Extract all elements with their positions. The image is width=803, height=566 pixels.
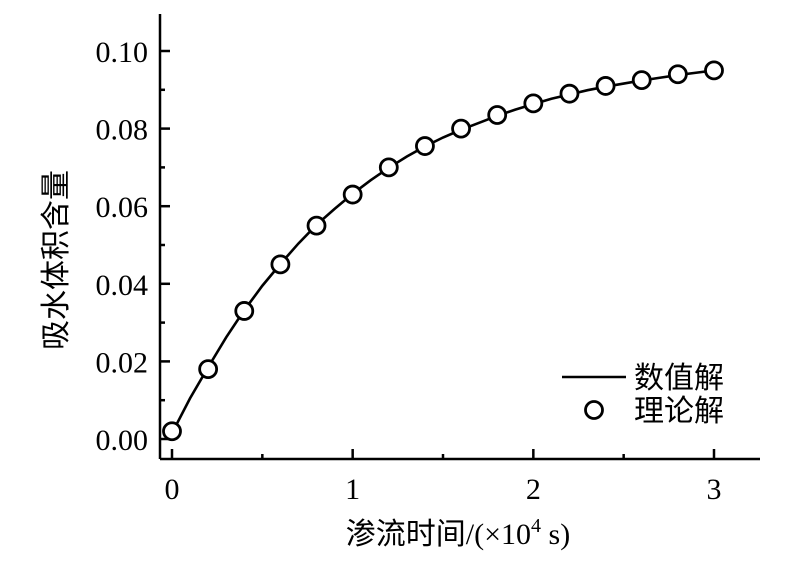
y-tick-label: 0.08 [96,114,149,147]
theoretical-solution-point [487,105,508,125]
theoretical-solution-point [270,254,291,275]
theoretical-solution-point [378,157,399,178]
x-tick-label: 0 [165,473,180,506]
theoretical-solution-point [631,70,652,90]
numerical-solution-line [170,69,715,434]
theoretical-solution-point [198,359,219,380]
x-axis-title-tail: s) [541,518,570,551]
legend-label-numerical: 数值解 [634,362,724,395]
tick-labels: 0.00 0.02 0.04 0.06 0.08 0.10 0 1 2 3 [96,36,722,506]
theoretical-solution-point [162,421,182,442]
theoretical-solution-point [342,184,363,205]
x-tick-label: 3 [707,473,722,506]
legend-marker-swatch [584,400,604,420]
legend-label-theoretical: 理论解 [634,395,724,428]
y-tick-label: 0.10 [96,36,149,69]
theoretical-solution-point [595,76,616,96]
theoretical-solution-point [704,60,724,81]
theoretical-solution-point [667,64,688,85]
x-axis-title-main: 渗流时间/(×10 [346,518,531,551]
axes [158,14,760,461]
theoretical-solution-point [415,136,435,156]
series-layer [162,60,724,442]
theoretical-solution-point [523,93,544,114]
legend: 数值解 理论解 [562,362,724,428]
theoretical-solution-point [451,118,471,139]
theoretical-solution-point [559,83,580,104]
theoretical-solution-point [306,215,327,236]
y-tick-label: 0.02 [96,346,149,379]
y-tick-label: 0.00 [96,424,149,457]
x-tick-label: 1 [345,473,360,506]
y-tick-label: 0.06 [96,191,149,224]
x-axis-title-superscript: 4 [531,515,541,537]
y-tick-label: 0.04 [96,269,149,302]
x-tick-label: 2 [526,473,541,506]
y-axis-title: 吸水体积含量 [40,170,73,350]
theoretical-solution-point [234,301,255,321]
x-axis-title: 渗流时间/(×104 s) [346,515,570,551]
ticks [160,49,716,459]
